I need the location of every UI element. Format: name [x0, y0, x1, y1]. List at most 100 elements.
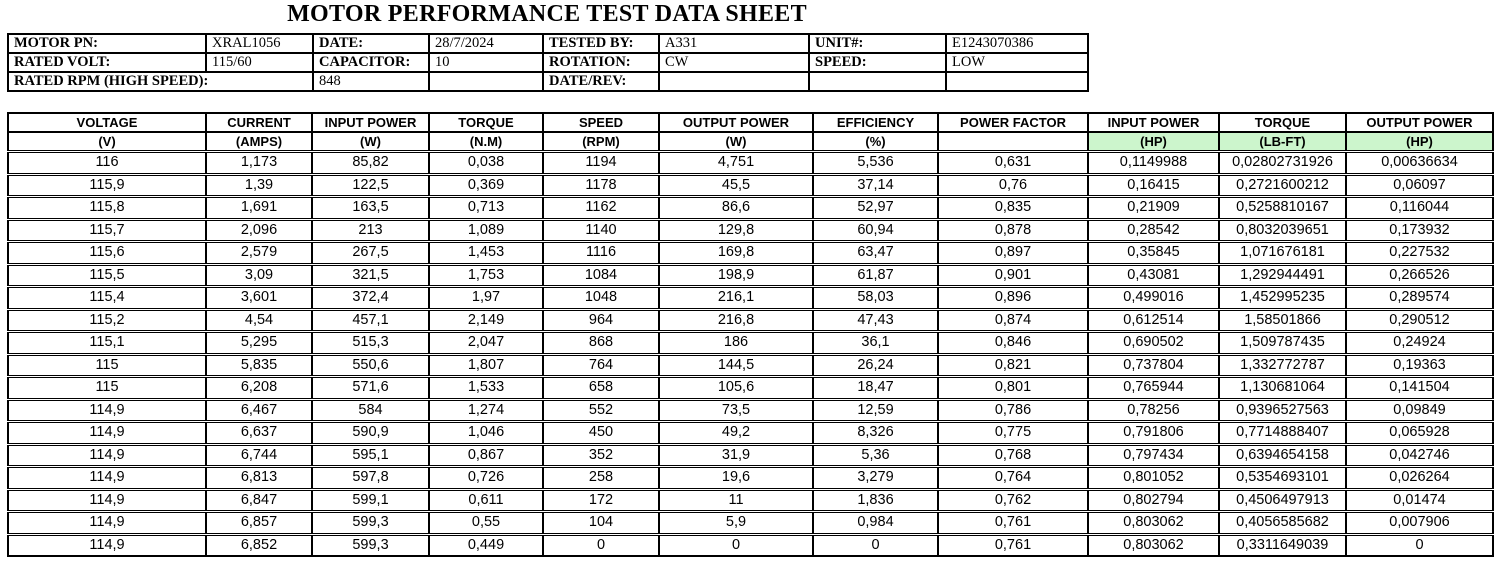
data-cell: 450 [542, 420, 660, 444]
info-label-cell: TESTED BY: [542, 33, 660, 54]
data-cell: 6,208 [205, 375, 313, 399]
data-cell: 213 [311, 217, 430, 242]
data-cell: 115,2 [7, 307, 207, 332]
data-cell: 0,1149988 [1087, 150, 1220, 174]
data-cell: 19,6 [658, 465, 814, 489]
info-value-cell: 10 [428, 52, 544, 73]
data-cell: 0,713 [428, 195, 544, 219]
data-cell: 0,761 [937, 510, 1089, 534]
data-cell: 11 [658, 487, 814, 512]
data-cell: 5,36 [812, 442, 939, 467]
data-cell: 0,06097 [1345, 172, 1494, 197]
info-row: RATED RPM (HIGH SPEED): 848 DATE/REV: [7, 71, 1089, 92]
data-cell: 599,1 [311, 487, 430, 512]
data-cell: 1,691 [205, 195, 313, 219]
data-cell: 2,096 [205, 217, 313, 242]
data-cell: 115,4 [7, 285, 207, 309]
data-cell: 0,612514 [1087, 307, 1220, 332]
data-cell: 36,1 [812, 330, 939, 354]
data-cell: 599,3 [311, 510, 430, 534]
data-cell: 5,9 [658, 510, 814, 534]
info-row: MOTOR PN: XRAL1056 DATE: 28/7/2024 TESTED BY… [7, 33, 1089, 54]
data-cell: 12,59 [812, 397, 939, 422]
data-cell: 267,5 [311, 240, 430, 264]
column-unit: (RPM) [542, 131, 660, 152]
data-cell: 115,8 [7, 195, 207, 219]
data-cell: 115,6 [7, 240, 207, 264]
data-cell: 0,803062 [1087, 510, 1220, 534]
data-cell: 658 [542, 375, 660, 399]
data-cell: 1,452995235 [1218, 285, 1347, 309]
table-row: 114,9 6,744 595,1 0,867 352 31,9 5,36 0,768 0,79… [7, 442, 1494, 467]
data-cell: 6,637 [205, 420, 313, 444]
data-cell: 0,775 [937, 420, 1089, 444]
data-cell: 18,47 [812, 375, 939, 399]
column-header: INPUT POWER [311, 112, 430, 133]
data-cell: 114,9 [7, 442, 207, 467]
table-row: 114,9 6,637 590,9 1,046 450 49,2 8,326 0,775 0,7… [7, 420, 1494, 444]
data-cell: 0,2721600212 [1218, 172, 1347, 197]
table-row: 115,4 3,601 372,4 1,97 1048 216,1 58,03 0,896 0,… [7, 285, 1494, 309]
data-cell: 6,857 [205, 510, 313, 534]
data-cell: 5,295 [205, 330, 313, 354]
info-row: RATED VOLT: 115/60 CAPACITOR: 10 ROTATION: CW… [7, 52, 1089, 73]
data-cell: 1,509787435 [1218, 330, 1347, 354]
data-cell: 595,1 [311, 442, 430, 467]
data-cell: 114,9 [7, 397, 207, 422]
data-cell: 0,01474 [1345, 487, 1494, 512]
info-label-cell: DATE/REV: [542, 71, 660, 92]
data-cell: 1,533 [428, 375, 544, 399]
data-cell: 597,8 [311, 465, 430, 489]
column-unit: (HP) [1087, 131, 1220, 152]
data-cell: 6,813 [205, 465, 313, 489]
data-cell: 0,803062 [1087, 532, 1220, 557]
data-cell: 104 [542, 510, 660, 534]
data-cell: 0,5258810167 [1218, 195, 1347, 219]
data-cell: 0,007906 [1345, 510, 1494, 534]
data-cell: 0,21909 [1087, 195, 1220, 219]
data-cell: 114,9 [7, 487, 207, 512]
data-cell: 0,7714888407 [1218, 420, 1347, 444]
data-cell: 0,4506497913 [1218, 487, 1347, 512]
table-row: 115,9 1,39 122,5 0,369 1178 45,5 37,14 0,76 0,16… [7, 172, 1494, 197]
data-cell: 115 [7, 352, 207, 377]
data-cell: 114,9 [7, 510, 207, 534]
data-cell: 0,78256 [1087, 397, 1220, 422]
data-cell: 599,3 [311, 532, 430, 557]
page-title: MOTOR PERFORMANCE TEST DATA SHEET [287, 1, 807, 27]
data-cell: 868 [542, 330, 660, 354]
data-cell: 0,846 [937, 330, 1089, 354]
data-cell: 764 [542, 352, 660, 377]
data-cell: 258 [542, 465, 660, 489]
motor-info-table: MOTOR PN: XRAL1056 DATE: 28/7/2024 TESTED BY… [7, 33, 1089, 92]
data-cell: 114,9 [7, 420, 207, 444]
info-value-cell [428, 71, 544, 92]
data-cell: 0,369 [428, 172, 544, 197]
table-row: 115,5 3,09 321,5 1,753 1084 198,9 61,87 0,901 0,… [7, 262, 1494, 287]
data-cell: 216,8 [658, 307, 814, 332]
data-cell: 0,290512 [1345, 307, 1494, 332]
table-row: 115,6 2,579 267,5 1,453 1116 169,8 63,47 0,897 0… [7, 240, 1494, 264]
data-body: 116 1,173 85,82 0,038 1194 4,751 5,536 0,631 0,1… [7, 150, 1494, 557]
data-cell: 1,046 [428, 420, 544, 444]
table-row: 115,1 5,295 515,3 2,047 868 186 36,1 0,846 0,690… [7, 330, 1494, 354]
data-cell: 2,047 [428, 330, 544, 354]
column-unit: (N.M) [428, 131, 544, 152]
data-cell: 6,744 [205, 442, 313, 467]
data-cell: 6,467 [205, 397, 313, 422]
data-cell: 0,28542 [1087, 217, 1220, 242]
data-cell: 0 [1345, 532, 1494, 557]
data-cell: 1048 [542, 285, 660, 309]
info-label-cell: CAPACITOR: [312, 52, 430, 73]
data-cell: 0,065928 [1345, 420, 1494, 444]
data-cell: 0,09849 [1345, 397, 1494, 422]
column-header: POWER FACTOR [937, 112, 1089, 133]
data-cell: 1084 [542, 262, 660, 287]
data-cell: 0,266526 [1345, 262, 1494, 287]
column-unit [937, 131, 1089, 152]
data-cell: 3,09 [205, 262, 313, 287]
data-cell: 115,1 [7, 330, 207, 354]
data-cell: 5,536 [812, 150, 939, 174]
column-header: OUTPUT POWER [1345, 112, 1494, 133]
info-label-cell: SPEED: [808, 52, 947, 73]
